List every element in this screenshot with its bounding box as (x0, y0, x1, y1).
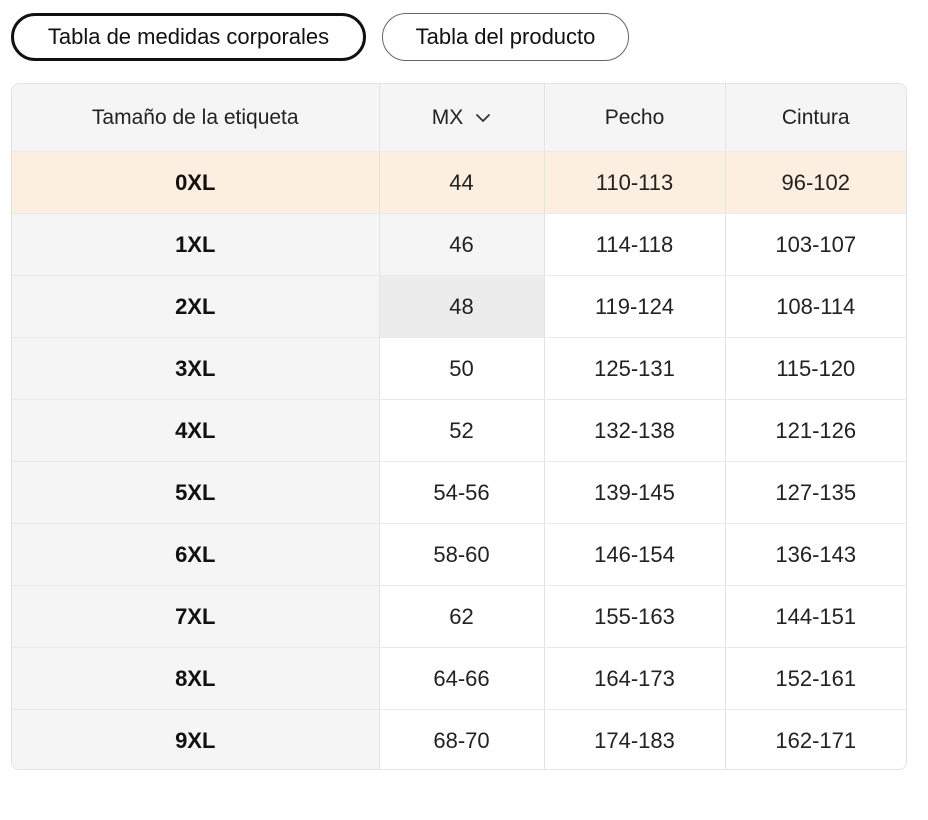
cell-size: 5XL (12, 461, 380, 524)
table-row[interactable]: 5XL 54-56 139-145 127-135 (12, 461, 906, 524)
cell-chest: 139-145 (544, 461, 726, 524)
cell-size: 0XL (12, 151, 380, 214)
cell-chest: 146-154 (544, 523, 726, 586)
table-row[interactable]: 0XL 44 110-113 96-102 (12, 151, 906, 214)
tab-product-measurements[interactable]: Tabla del producto (382, 13, 629, 61)
cell-mx: 48 (379, 275, 545, 338)
cell-size: 6XL (12, 523, 380, 586)
table-row[interactable]: 3XL 50 125-131 115-120 (12, 337, 906, 400)
cell-size: 3XL (12, 337, 380, 400)
table-row[interactable]: 7XL 62 155-163 144-151 (12, 585, 906, 648)
size-table: Tamaño de la etiqueta MX Pecho Cintura 0… (11, 83, 907, 770)
table-row[interactable]: 2XL 48 119-124 108-114 (12, 275, 906, 338)
cell-size: 4XL (12, 399, 380, 462)
cell-mx: 62 (379, 585, 545, 648)
table-row[interactable]: 4XL 52 132-138 121-126 (12, 399, 906, 462)
header-region-selector[interactable]: MX (379, 84, 545, 152)
cell-chest: 119-124 (544, 275, 726, 338)
cell-mx: 64-66 (379, 647, 545, 710)
cell-chest: 174-183 (544, 709, 726, 769)
size-chart-tabs: Tabla de medidas corporales Tabla del pr… (11, 13, 629, 61)
region-label: MX (431, 105, 464, 129)
cell-size: 8XL (12, 647, 380, 710)
cell-mx: 68-70 (379, 709, 545, 769)
cell-waist: 108-114 (725, 275, 906, 338)
cell-size: 2XL (12, 275, 380, 338)
cell-chest: 132-138 (544, 399, 726, 462)
cell-waist: 127-135 (725, 461, 906, 524)
cell-waist: 162-171 (725, 709, 906, 769)
cell-chest: 164-173 (544, 647, 726, 710)
cell-size: 9XL (12, 709, 380, 769)
table-row[interactable]: 1XL 46 114-118 103-107 (12, 213, 906, 276)
cell-waist: 103-107 (725, 213, 906, 276)
tab-body-measurements[interactable]: Tabla de medidas corporales (11, 13, 366, 61)
table-row[interactable]: 6XL 58-60 146-154 136-143 (12, 523, 906, 586)
cell-chest: 125-131 (544, 337, 726, 400)
header-label-size: Tamaño de la etiqueta (12, 84, 380, 152)
cell-mx: 44 (379, 151, 545, 214)
table-header-row: Tamaño de la etiqueta MX Pecho Cintura (12, 84, 906, 152)
table-row[interactable]: 9XL 68-70 174-183 162-171 (12, 709, 906, 769)
header-waist: Cintura (725, 84, 906, 152)
cell-size: 7XL (12, 585, 380, 648)
cell-waist: 136-143 (725, 523, 906, 586)
cell-waist: 152-161 (725, 647, 906, 710)
cell-waist: 96-102 (725, 151, 906, 214)
header-chest: Pecho (544, 84, 726, 152)
cell-chest: 155-163 (544, 585, 726, 648)
chevron-down-icon (476, 113, 491, 122)
cell-mx: 58-60 (379, 523, 545, 586)
cell-size: 1XL (12, 213, 380, 276)
cell-waist: 144-151 (725, 585, 906, 648)
cell-mx: 52 (379, 399, 545, 462)
cell-chest: 114-118 (544, 213, 726, 276)
cell-waist: 121-126 (725, 399, 906, 462)
cell-chest: 110-113 (544, 151, 726, 214)
cell-mx: 46 (379, 213, 545, 276)
table-row[interactable]: 8XL 64-66 164-173 152-161 (12, 647, 906, 710)
cell-waist: 115-120 (725, 337, 906, 400)
cell-mx: 54-56 (379, 461, 545, 524)
cell-mx: 50 (379, 337, 545, 400)
